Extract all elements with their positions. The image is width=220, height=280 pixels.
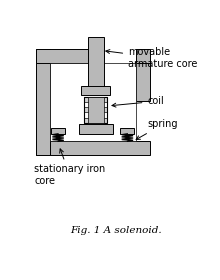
Bar — [36, 141, 150, 155]
Text: coil: coil — [112, 96, 164, 107]
Bar — [84, 107, 107, 113]
Bar — [79, 124, 113, 134]
Bar — [84, 118, 107, 123]
Bar — [50, 63, 136, 141]
Bar — [36, 49, 90, 63]
Bar — [88, 97, 104, 123]
Bar — [84, 102, 107, 107]
Bar — [84, 113, 107, 118]
Bar — [88, 38, 104, 87]
Bar — [84, 97, 107, 123]
Bar — [121, 127, 134, 134]
Bar — [136, 63, 150, 101]
Text: spring: spring — [136, 120, 178, 139]
Bar — [36, 49, 50, 155]
Bar — [51, 127, 65, 134]
Text: Fig. 1 A solenoid.: Fig. 1 A solenoid. — [70, 226, 162, 235]
Text: movable
armature core: movable armature core — [106, 47, 198, 69]
Bar — [81, 86, 110, 95]
Bar — [84, 97, 107, 102]
Text: stationary iron
core: stationary iron core — [34, 149, 105, 186]
Bar — [136, 49, 150, 63]
